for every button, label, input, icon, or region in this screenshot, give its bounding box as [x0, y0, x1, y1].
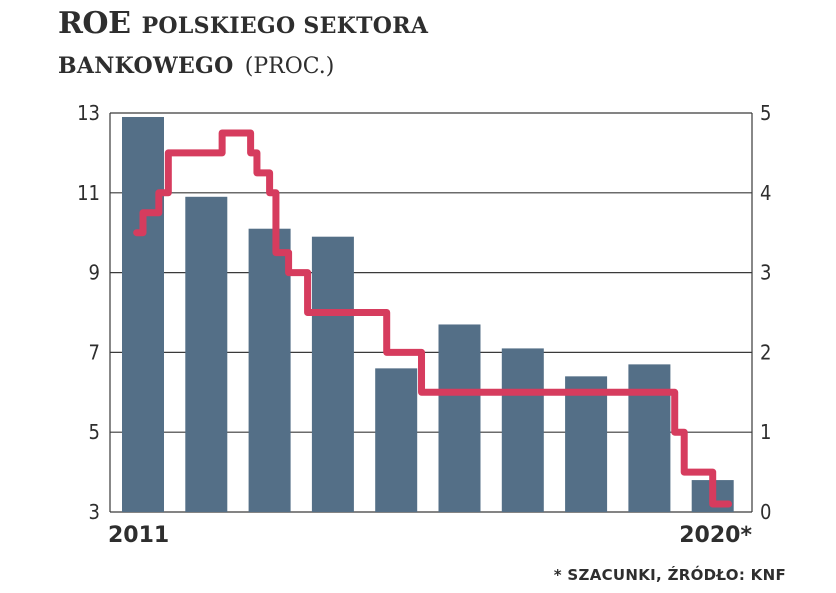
title-roe: ROE	[58, 6, 131, 41]
right-tick-label: 2	[760, 340, 771, 364]
x-tick-label-last: 2020*	[679, 523, 752, 548]
bar-2019	[628, 364, 671, 512]
title-unit: (PROC.)	[244, 54, 335, 79]
left-tick-label: 9	[89, 261, 100, 285]
left-tick-label: 13	[77, 101, 100, 125]
left-tick-label: 7	[89, 340, 100, 364]
right-tick-label: 4	[760, 181, 771, 205]
bar-2011	[122, 116, 164, 513]
left-tick-label: 3	[89, 500, 100, 524]
right-tick-label: 0	[760, 500, 771, 524]
title-line1-rest: POLSKIEGO SEKTORA	[141, 13, 429, 39]
bar-2013	[248, 228, 291, 512]
bar-2014	[311, 236, 354, 512]
right-tick-label: 3	[760, 261, 771, 285]
bar-2016	[438, 324, 481, 512]
bar-2017	[501, 348, 544, 512]
left-tick-label: 5	[89, 420, 100, 444]
bar-2012	[185, 196, 228, 513]
chart-title: ROE POLSKIEGO SEKTORA BANKOWEGO (PROC.)	[58, 4, 428, 85]
bar-2018	[565, 376, 608, 512]
reference-rate-line	[133, 129, 733, 508]
right-tick-label: 1	[760, 420, 771, 444]
left-tick-label: 11	[77, 181, 100, 205]
source-note: * SZACUNKI, ŹRÓDŁO: KNF	[553, 566, 786, 584]
title-line2: BANKOWEGO	[58, 53, 234, 79]
bar-2015	[375, 368, 418, 512]
x-tick-label-first: 2011	[108, 523, 169, 548]
right-tick-label: 5	[760, 101, 771, 125]
